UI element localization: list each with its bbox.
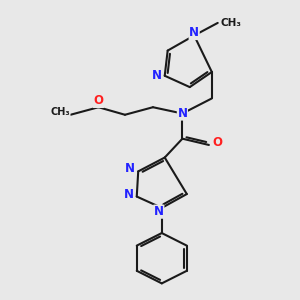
Text: N: N [152,69,162,82]
Text: N: N [154,205,164,218]
Text: N: N [177,107,188,120]
Text: O: O [94,94,103,107]
Text: N: N [125,162,135,176]
Text: CH₃: CH₃ [220,18,242,28]
Text: O: O [213,136,223,149]
Text: N: N [124,188,134,200]
Text: CH₃: CH₃ [50,107,70,117]
Text: N: N [189,26,199,40]
